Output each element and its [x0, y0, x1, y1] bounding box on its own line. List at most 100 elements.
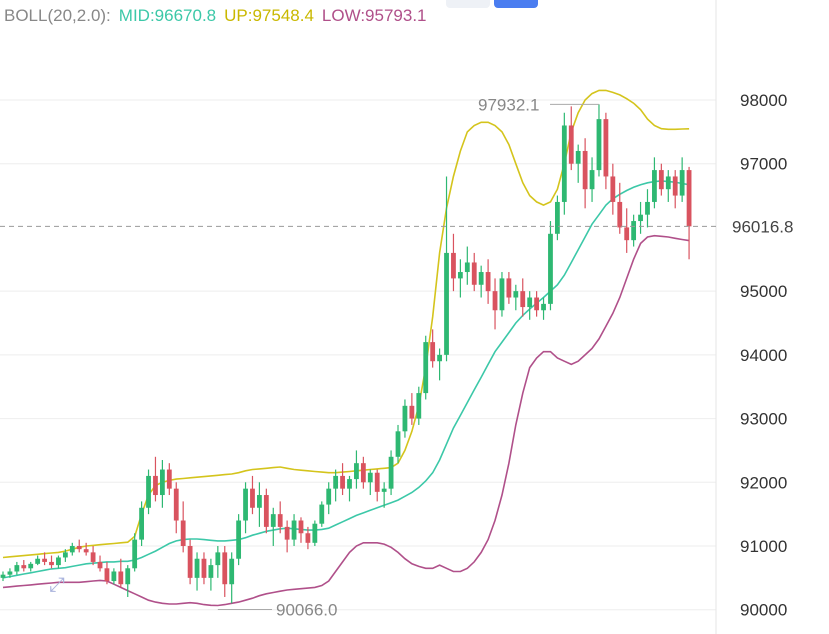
candle	[97, 555, 103, 572]
candle-body	[201, 558, 207, 578]
candle-body	[610, 176, 616, 202]
candle	[430, 329, 436, 368]
candle	[506, 272, 512, 304]
candle-body	[437, 354, 442, 362]
candle-body	[291, 520, 297, 540]
candle	[284, 520, 290, 553]
candle	[125, 565, 131, 597]
candle-body	[360, 463, 366, 483]
candle	[624, 208, 630, 253]
candle	[589, 157, 595, 202]
candle-body	[561, 125, 567, 202]
candle-body	[603, 119, 609, 177]
candle	[153, 456, 158, 502]
candle	[222, 546, 228, 597]
candle	[541, 297, 546, 320]
candle	[645, 189, 650, 228]
candle	[492, 278, 498, 330]
candle-body	[485, 272, 491, 292]
candle	[610, 163, 616, 215]
candle	[631, 214, 637, 247]
candle-body	[409, 405, 415, 419]
candle	[166, 463, 172, 496]
current-price-tag: 96016.8	[732, 217, 793, 236]
low-label: 90066.0	[276, 601, 337, 620]
tab-indicator-active[interactable]	[494, 0, 538, 8]
candle-body	[21, 565, 27, 569]
low-annotation: 90066.0	[217, 601, 337, 620]
candle-body	[49, 561, 54, 566]
candle-body	[222, 552, 228, 585]
candle-body	[125, 568, 131, 585]
candle	[132, 533, 138, 572]
candle-body	[416, 393, 422, 419]
candle-body	[686, 170, 692, 227]
candle-body	[645, 201, 650, 215]
candle-body	[665, 176, 671, 190]
candle-body	[153, 475, 158, 496]
current-price-tag-bg	[722, 213, 829, 240]
candle	[62, 549, 68, 562]
candle	[146, 469, 151, 515]
candle-body	[402, 405, 408, 432]
candle	[388, 450, 394, 496]
candle	[76, 539, 82, 553]
candle-body	[35, 558, 41, 564]
candle	[291, 514, 297, 546]
candle	[250, 475, 255, 515]
candle	[485, 259, 491, 304]
y-tick-label: 94000	[740, 346, 787, 365]
lower-band-line	[2, 234, 690, 607]
high-annotation: 97932.1	[478, 95, 599, 114]
candle-body	[631, 221, 637, 241]
candle	[367, 469, 373, 496]
candle	[444, 176, 449, 362]
candle-body	[159, 469, 165, 496]
candle-body	[277, 514, 283, 527]
candle-body	[312, 523, 318, 543]
candle-body	[76, 546, 82, 550]
candle	[409, 393, 415, 425]
candle-body	[652, 170, 657, 202]
candle	[575, 144, 581, 183]
candle-body	[555, 201, 560, 234]
candle-body	[492, 291, 498, 311]
candle	[49, 555, 54, 569]
candle	[437, 348, 442, 381]
candle-body	[180, 520, 186, 546]
y-tick-label: 97000	[740, 155, 787, 174]
candle	[277, 501, 283, 534]
candle	[686, 166, 692, 260]
candle	[513, 284, 519, 311]
candle	[548, 221, 553, 311]
candle-body	[56, 557, 61, 566]
expand-arrows-icon[interactable]: ⤢	[49, 574, 65, 596]
candle	[665, 170, 671, 202]
candle	[201, 552, 207, 585]
candle	[90, 546, 96, 566]
candle	[402, 399, 408, 438]
candle-body	[42, 558, 47, 562]
candle-body	[464, 262, 470, 273]
candle-body	[617, 201, 623, 228]
candle	[617, 182, 623, 234]
candle	[333, 469, 339, 502]
y-tick-label: 90000	[740, 601, 787, 620]
tab-indicator-inactive[interactable]	[446, 0, 490, 8]
candle	[229, 552, 235, 604]
mid-band-line	[2, 180, 690, 579]
candle	[35, 555, 41, 566]
candle	[451, 233, 456, 292]
candle-body	[430, 342, 436, 362]
candle	[0, 571, 6, 582]
y-tick-label: 98000	[740, 91, 787, 110]
candle-body	[478, 272, 484, 285]
candle	[270, 507, 276, 546]
candle	[139, 501, 144, 546]
candle	[208, 558, 214, 591]
candle-body	[0, 574, 6, 578]
candle-body	[395, 431, 401, 457]
candle	[555, 195, 560, 241]
candle	[374, 469, 380, 502]
